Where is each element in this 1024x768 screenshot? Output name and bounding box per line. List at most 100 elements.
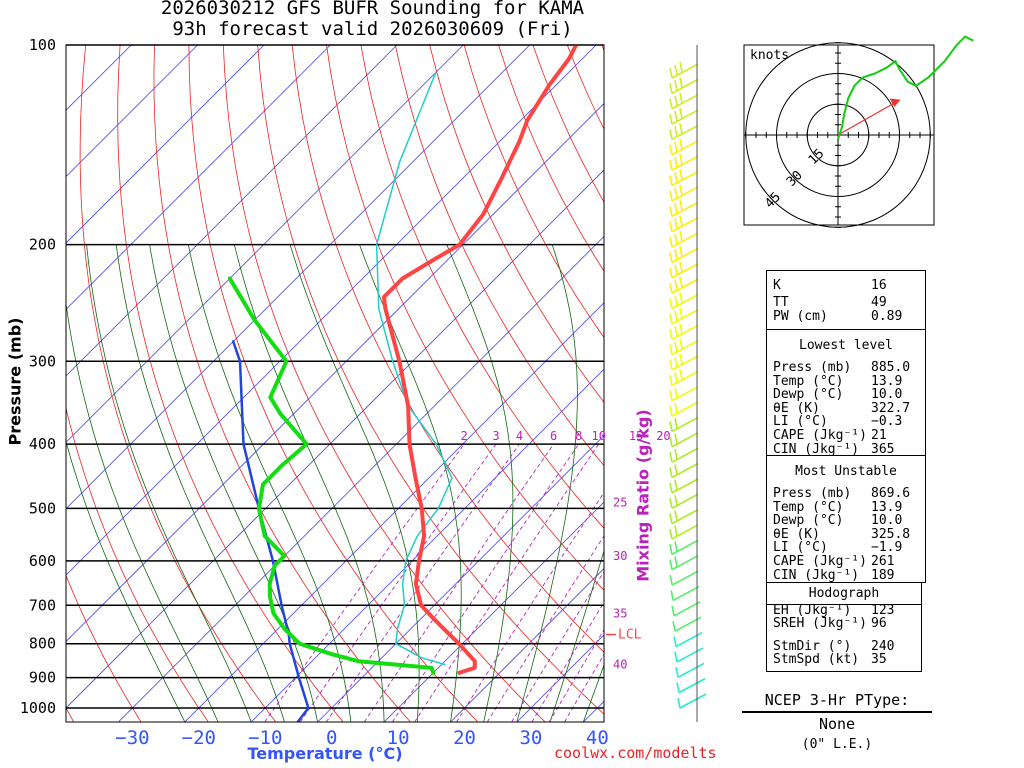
wind-barb-staff bbox=[671, 293, 699, 310]
index-label: SREH (Jkg⁻¹) bbox=[773, 616, 867, 631]
index-value: 21 bbox=[871, 428, 887, 443]
dry-adiabat-line bbox=[463, 45, 604, 339]
wind-barb bbox=[669, 416, 699, 433]
mixing-ratio-line bbox=[325, 443, 520, 722]
wind-barb-flag bbox=[674, 433, 678, 444]
pressure-tick-label: 600 bbox=[29, 552, 56, 570]
moist-adiabat-line bbox=[359, 244, 462, 722]
wind-barb-staff bbox=[671, 263, 699, 279]
wind-barb-staff bbox=[673, 601, 701, 617]
wind-barb-flag bbox=[679, 200, 683, 211]
index-value: −0.3 bbox=[871, 414, 903, 430]
wind-barb bbox=[669, 524, 699, 540]
wind-barb-flag bbox=[674, 387, 678, 398]
wind-barb-flag bbox=[669, 344, 673, 355]
mixing-ratio-line bbox=[363, 443, 554, 722]
wind-barb-flag bbox=[669, 190, 673, 202]
wind-barb-staff bbox=[671, 232, 699, 248]
wind-barb-flag bbox=[679, 338, 683, 349]
wind-barb-staff bbox=[675, 631, 703, 648]
wind-barb-flag bbox=[679, 276, 683, 288]
most-unstable-header: Most Unstable bbox=[795, 464, 897, 479]
tt-index-label: TT bbox=[773, 295, 789, 310]
index-value: 885.0 bbox=[871, 360, 911, 375]
lowest-level-header: Lowest level bbox=[799, 338, 893, 353]
wind-barb-flag bbox=[672, 621, 676, 632]
wind-barb-staff bbox=[671, 370, 699, 387]
dry-adiabat-line bbox=[429, 45, 604, 403]
wind-barb bbox=[677, 693, 707, 709]
wind-barb-flag bbox=[674, 356, 678, 368]
wind-barb-flag bbox=[674, 326, 678, 337]
index-value: 35 bbox=[871, 652, 887, 667]
wind-barb-flag bbox=[679, 154, 683, 165]
title-line-1: 2026030212 GFS BUFR Sounding for KAMA bbox=[160, 0, 585, 19]
moist-adiabat-line bbox=[516, 244, 578, 722]
parcel-trace bbox=[231, 340, 310, 722]
wind-barb-flag bbox=[679, 107, 683, 119]
wind-barb-staff bbox=[677, 662, 705, 678]
moist-adiabat-line bbox=[187, 244, 352, 722]
wind-barb bbox=[669, 123, 699, 141]
temperature-tick-label: 0 bbox=[326, 727, 337, 749]
temperature-tick-label: −10 bbox=[248, 727, 282, 749]
temperature-tick-label: −20 bbox=[182, 727, 216, 749]
pressure-tick-label: 800 bbox=[29, 635, 56, 653]
wind-barb-staff bbox=[671, 155, 699, 171]
temperature-trace bbox=[381, 45, 579, 675]
pressure-tick-label: 700 bbox=[29, 596, 56, 614]
wind-barb bbox=[669, 138, 699, 156]
wind-barb-flag bbox=[674, 233, 678, 245]
x-axis-label: Temperature (°C) bbox=[247, 744, 403, 763]
mixing-ratio-tick-label: 15 bbox=[629, 429, 643, 443]
wind-barb-staff bbox=[671, 493, 699, 509]
wind-barb bbox=[669, 570, 699, 586]
wind-barb-flag bbox=[674, 279, 678, 291]
index-value: 325.8 bbox=[871, 526, 911, 542]
wind-barb-staff bbox=[671, 170, 699, 187]
wind-barb-flag bbox=[669, 267, 673, 278]
dry-adiabat-line bbox=[153, 45, 411, 722]
wind-barb-staff bbox=[671, 324, 699, 340]
wind-barb-staff bbox=[679, 693, 707, 709]
mixing-ratio-line bbox=[548, 628, 604, 722]
wind-barb-staff bbox=[671, 401, 699, 417]
wind-barb bbox=[669, 493, 699, 509]
wind-barb bbox=[669, 154, 699, 171]
wind-barb-flag bbox=[679, 61, 683, 73]
moist-adiabat-line bbox=[66, 300, 219, 722]
index-value: 10.0 bbox=[871, 387, 903, 403]
wind-barb-staff bbox=[671, 524, 699, 540]
wind-barb-staff bbox=[671, 355, 699, 371]
isotherm-line bbox=[317, 435, 604, 722]
moist-adiabat-line bbox=[446, 244, 514, 722]
dry-adiabat-line bbox=[394, 45, 604, 467]
dry-adiabat-line bbox=[66, 406, 209, 722]
dry-adiabat-line bbox=[257, 45, 604, 715]
wind-barb-flag bbox=[674, 402, 678, 414]
wind-barb-flag bbox=[669, 359, 673, 371]
wind-barb-flag bbox=[674, 218, 678, 229]
hodograph-stats-panel: Hodograph EH (Jkg⁻¹) 123 SREH (Jkg⁻¹) 96 Stm… bbox=[766, 582, 922, 672]
pressure-tick-label: 300 bbox=[29, 352, 56, 370]
ptype-title: NCEP 3-Hr PType: bbox=[764, 691, 910, 709]
wind-barb-flag bbox=[669, 175, 673, 186]
moist-adiabat-line bbox=[86, 244, 252, 722]
mixing-ratio-tick-label: 6 bbox=[550, 429, 557, 443]
wind-barb-flag bbox=[669, 160, 673, 171]
k-index-label: K bbox=[773, 278, 781, 293]
wind-barb-flag bbox=[679, 169, 683, 180]
wind-barb-flag bbox=[669, 482, 673, 494]
wind-barb-staff bbox=[671, 339, 699, 356]
index-value: 322.7 bbox=[871, 400, 911, 416]
wind-barb-staff bbox=[671, 63, 699, 79]
index-value: 10.0 bbox=[871, 513, 903, 529]
wind-barb bbox=[669, 107, 699, 125]
wind-barb bbox=[669, 539, 699, 556]
wind-barb bbox=[670, 585, 700, 602]
wind-barb-flag bbox=[674, 510, 678, 521]
wind-barb-flag bbox=[674, 64, 678, 76]
mixing-ratio-tick-label: 20 bbox=[656, 429, 670, 443]
mixing-ratio-side-label: 40 bbox=[613, 658, 627, 672]
